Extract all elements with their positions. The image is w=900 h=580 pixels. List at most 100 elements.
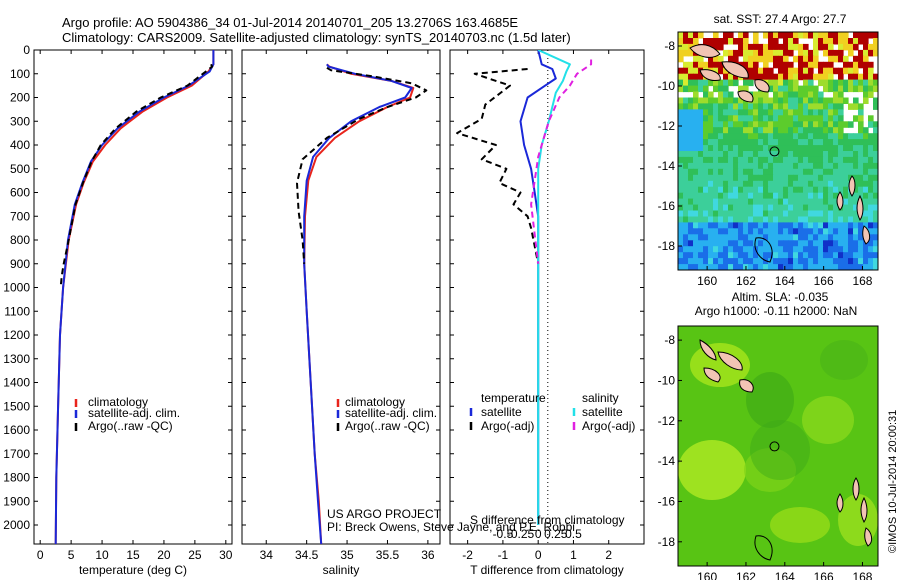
sst-cell — [808, 32, 814, 39]
sst-cell — [858, 222, 864, 229]
sst-cell — [828, 180, 834, 188]
sst-cell — [753, 264, 759, 270]
sst-cell — [808, 192, 814, 200]
sst-cell — [723, 228, 729, 235]
sst-cell — [868, 85, 874, 93]
sst-cell — [833, 222, 839, 229]
sst-cell — [678, 133, 684, 140]
sst-cell — [738, 121, 744, 128]
sst-cell — [803, 67, 809, 75]
sst-cell — [818, 115, 824, 122]
sst-cell — [688, 103, 694, 110]
sst-cell — [738, 127, 744, 134]
sst-cell — [818, 264, 824, 270]
sst-cell — [793, 121, 799, 128]
y-tick-label: 1700 — [3, 447, 30, 461]
sst-cell — [733, 264, 739, 270]
sst-cell — [688, 49, 694, 57]
sst-cell — [813, 103, 819, 110]
sst-cell — [778, 97, 784, 104]
sst-cell — [858, 192, 864, 200]
sst-cell — [823, 103, 829, 110]
sst-cell — [838, 43, 844, 51]
sst-cell — [758, 156, 764, 164]
sst-cell — [713, 151, 719, 158]
sst-cell — [848, 43, 854, 51]
sst-cell — [858, 133, 864, 140]
sst-cell — [833, 127, 839, 134]
sst-cell — [743, 109, 749, 116]
y-tick-label: -8 — [664, 39, 675, 53]
sst-cell — [713, 55, 719, 63]
sst-cell — [768, 234, 774, 241]
sst-cell — [828, 198, 834, 206]
sst-cell — [853, 264, 859, 270]
sst-cell — [853, 73, 859, 81]
y-tick-label: -18 — [658, 535, 676, 549]
sst-cell — [768, 67, 774, 75]
sst-cell — [728, 73, 734, 81]
sst-cell — [758, 162, 764, 170]
sst-cell — [748, 73, 754, 81]
sst-cell — [828, 49, 834, 57]
sst-cell — [773, 198, 779, 206]
series-line-argo-raw-qc- — [296, 66, 428, 264]
sst-cell — [703, 228, 709, 235]
sst-cell — [703, 115, 709, 122]
sst-cell — [793, 139, 799, 146]
sst-cell — [858, 246, 864, 253]
sst-cell — [868, 252, 874, 259]
s-x-tick-label: 0 — [535, 527, 542, 541]
sst-cell — [838, 97, 844, 104]
salinity-xlabel: salinity — [323, 563, 360, 577]
sst-cell — [748, 151, 754, 158]
sst-cell — [738, 133, 744, 140]
sst-cell — [778, 121, 784, 128]
sst-cell — [818, 174, 824, 182]
sst-cell — [698, 133, 704, 140]
sst-cell — [708, 139, 714, 146]
sst-cell — [868, 61, 874, 69]
sst-cell — [843, 180, 849, 188]
y-tick-label: 400 — [10, 138, 30, 152]
sst-cell — [688, 73, 694, 81]
sst-cell — [828, 156, 834, 164]
sst-cell — [783, 109, 789, 116]
sst-cell — [833, 55, 839, 63]
sst-cell — [698, 151, 704, 158]
sst-cell — [808, 240, 814, 247]
sst-cell — [793, 91, 799, 98]
sst-cell — [768, 222, 774, 229]
sst-cell — [858, 103, 864, 110]
sst-cell — [723, 204, 729, 212]
sst-cell — [873, 228, 878, 235]
sst-cell — [693, 145, 699, 152]
sst-cell — [803, 127, 809, 134]
legend-label-argo: Argo(..raw -QC) — [88, 419, 173, 433]
salinity-panel: 34 34.5 35 35.5 36 salinity climatology sate… — [241, 49, 575, 577]
sst-cell — [848, 240, 854, 247]
sst-cell — [818, 222, 824, 229]
sst-cell — [748, 61, 754, 69]
sst-cell — [748, 252, 754, 259]
sst-cell — [743, 180, 749, 188]
sst-cell — [863, 55, 869, 63]
legend-header-salinity: salinity — [582, 391, 619, 405]
y-tick-label: -12 — [658, 119, 676, 133]
sst-cell — [768, 109, 774, 116]
sst-cell — [718, 85, 724, 93]
sst-cell — [863, 210, 869, 217]
sst-cell — [873, 133, 878, 140]
series-line-t-argo-adj- — [456, 68, 540, 264]
sst-cell — [793, 210, 799, 217]
sst-cell — [853, 228, 859, 235]
sst-cell — [718, 61, 724, 69]
sst-cell — [798, 192, 804, 200]
sst-cell — [868, 198, 874, 206]
sst-cell — [703, 192, 709, 200]
sst-cell — [828, 121, 834, 128]
sst-cell — [743, 61, 749, 69]
sst-cell — [678, 264, 684, 270]
sst-cell — [708, 115, 714, 122]
sst-cell — [818, 198, 824, 206]
